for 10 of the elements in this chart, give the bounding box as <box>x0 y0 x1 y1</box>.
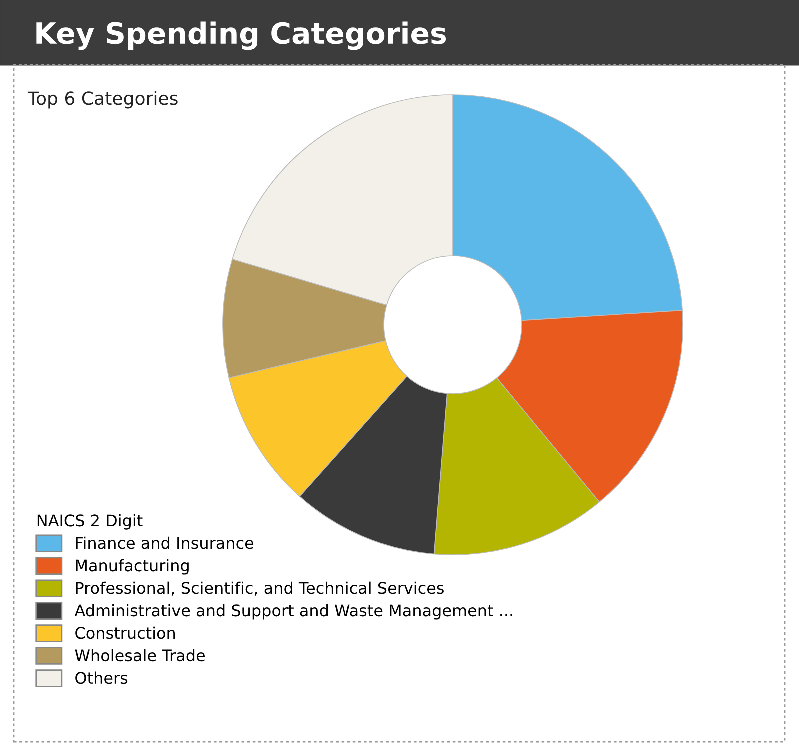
legend-label: Wholesale Trade <box>75 649 205 662</box>
legend-label: Administrative and Support and Waste Management ... <box>74 604 512 620</box>
chart-subtitle: Top 6 Categories <box>28 91 178 109</box>
legend-label: Construction <box>76 626 176 640</box>
legend-label: Others <box>76 672 128 684</box>
legend-label: Finance and Insurance <box>76 536 254 550</box>
legend-title: NAICS 2 Digit <box>38 514 143 530</box>
legend-label: Manufacturing <box>76 559 189 575</box>
legend-label: Professional, Scientific, and Technical Services <box>76 582 444 596</box>
chart-title: Key Spending Categories <box>36 22 446 50</box>
